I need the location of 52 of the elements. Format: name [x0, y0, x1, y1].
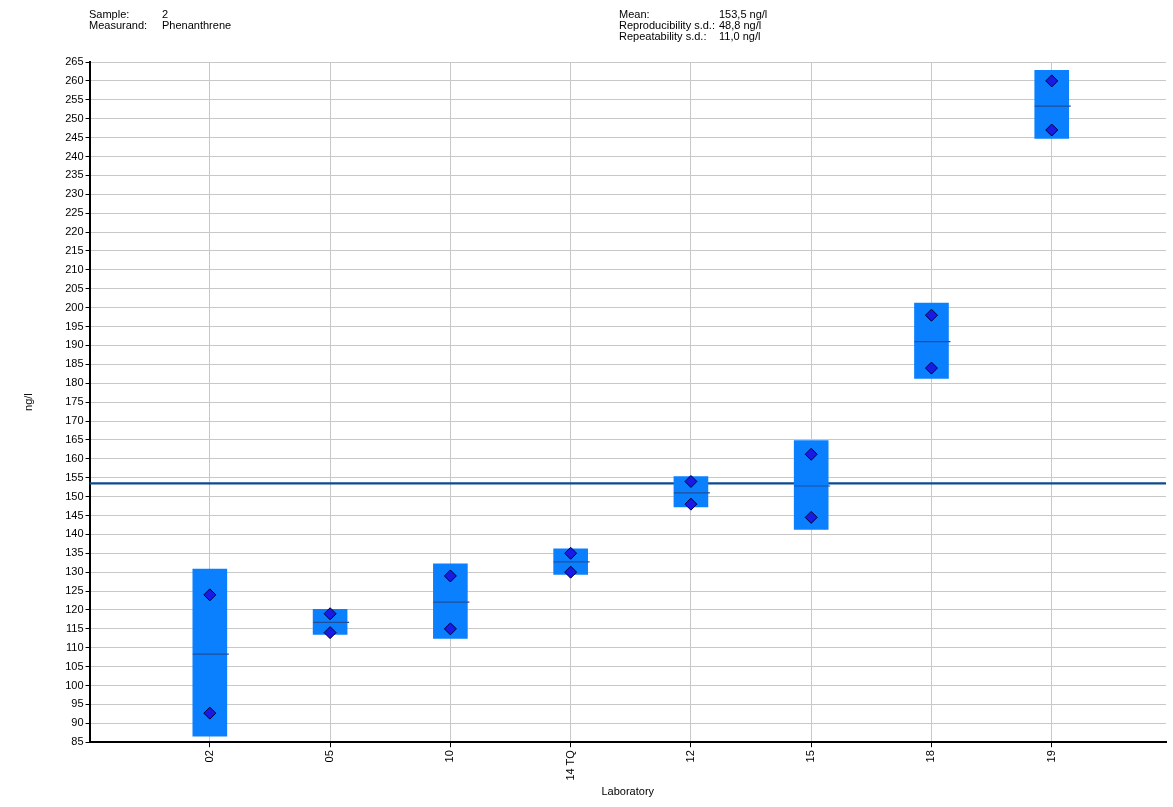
y-tick-label: 260 — [65, 73, 84, 86]
y-tick-label: 200 — [65, 300, 84, 313]
y-tick-label: 160 — [65, 451, 84, 464]
x-tick-label: 15 — [804, 750, 817, 763]
text: Mean: 153,5 ng/l — [619, 8, 768, 20]
text: Measurand: Phenanthrene — [89, 19, 232, 31]
y-tick-label: 95 — [71, 697, 84, 710]
y-tick-label: 195 — [65, 319, 84, 332]
x-tick-label: 10 — [443, 750, 456, 763]
y-tick-label: 185 — [65, 357, 84, 370]
text: Repeatability s.d.: 11,0 ng/l — [619, 30, 761, 42]
y-tick-label: 180 — [65, 376, 84, 389]
y-tick-label: 210 — [65, 262, 84, 275]
y-tick-label: 220 — [65, 225, 84, 238]
y-tick-label: 125 — [65, 584, 84, 597]
y-tick-label: 215 — [65, 243, 84, 256]
x-tick-label: 02 — [202, 750, 215, 763]
x-tick-label: 14 TQ — [563, 749, 576, 781]
y-tick-label: 255 — [65, 92, 84, 105]
y-tick-label: 155 — [65, 470, 84, 483]
y-tick-label: 130 — [65, 565, 84, 578]
x-tick-label: 18 — [924, 750, 937, 763]
y-tick-label: 115 — [66, 621, 84, 634]
y-tick-label: 230 — [65, 187, 84, 200]
y-tick-label: 85 — [71, 735, 84, 748]
y-tick-label: 240 — [65, 149, 84, 162]
y-tick-label: 225 — [65, 206, 84, 219]
y-tick-label: 100 — [65, 678, 84, 691]
x-axis-title: Laboratory — [601, 785, 655, 798]
y-tick-label: 120 — [65, 603, 84, 615]
y-tick-label: 150 — [65, 489, 84, 502]
y-tick-label: 140 — [65, 527, 84, 540]
y-tick-label: 170 — [65, 414, 84, 427]
y-tick-label: 165 — [65, 432, 84, 445]
y-tick-label: 105 — [65, 659, 84, 672]
y-tick-label: 235 — [65, 168, 84, 181]
text: Reproducibility s.d.: 48,8 ng/l — [619, 19, 762, 31]
y-tick-label: 90 — [71, 716, 84, 729]
y-tick-label: 175 — [65, 395, 84, 408]
y-tick-label: 250 — [65, 111, 84, 124]
x-tick-label: 19 — [1044, 750, 1057, 763]
y-axis-title: ng/l — [21, 393, 34, 411]
x-tick-label: 05 — [323, 750, 336, 763]
y-tick-label: 245 — [65, 130, 84, 143]
y-tick-label: 145 — [65, 508, 84, 521]
text: Sample: 2 — [89, 8, 169, 20]
y-tick-label: 205 — [65, 281, 84, 294]
y-tick-label: 110 — [66, 640, 84, 653]
y-tick-label: 265 — [65, 55, 84, 68]
x-tick-label: 12 — [683, 750, 696, 763]
y-tick-label: 190 — [65, 338, 84, 351]
y-tick-label: 135 — [65, 546, 84, 559]
